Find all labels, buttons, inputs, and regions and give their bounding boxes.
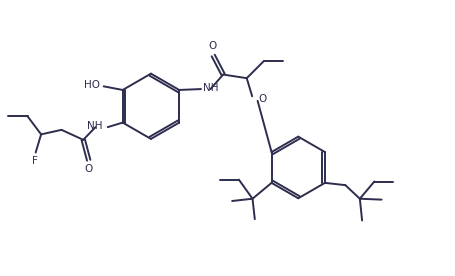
Text: HO: HO	[84, 80, 100, 91]
Text: O: O	[208, 41, 216, 51]
Text: NH: NH	[86, 121, 102, 131]
Text: O: O	[84, 164, 93, 174]
Text: NH: NH	[203, 83, 218, 93]
Text: F: F	[32, 156, 38, 166]
Text: O: O	[258, 94, 266, 104]
